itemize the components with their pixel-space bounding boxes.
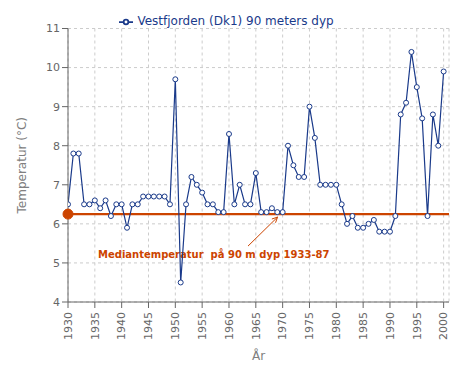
svg-text:1990: 1990: [384, 312, 397, 340]
svg-text:5: 5: [53, 257, 60, 270]
svg-text:10: 10: [46, 61, 60, 74]
svg-text:1935: 1935: [89, 312, 102, 340]
svg-text:8: 8: [53, 140, 60, 153]
svg-text:1955: 1955: [196, 312, 209, 340]
svg-text:1940: 1940: [115, 312, 128, 340]
svg-text:1960: 1960: [223, 312, 236, 340]
svg-text:1950: 1950: [169, 312, 182, 340]
svg-text:2000: 2000: [437, 312, 450, 340]
svg-text:9: 9: [53, 101, 60, 114]
svg-text:1965: 1965: [250, 312, 263, 340]
svg-text:1985: 1985: [357, 312, 370, 340]
svg-text:Temperatur (°C): Temperatur (°C): [15, 117, 29, 214]
svg-text:1980: 1980: [330, 312, 343, 340]
html-text:Vestfjorden (Dk1) 90 meters dy: Vestfjorden (Dk1) 90 meters dyp: [137, 14, 334, 28]
svg-text:1975: 1975: [303, 312, 316, 340]
svg-text:1930: 1930: [62, 312, 75, 340]
svg-text:7: 7: [53, 179, 60, 192]
svg-text:År: År: [252, 348, 265, 363]
svg-text:Mediantemperatur på 90 m dyp: Mediantemperatur på 90 m dyp 1933-87: [98, 248, 330, 260]
svg-text:6: 6: [53, 218, 60, 231]
svg-text:4: 4: [53, 296, 60, 309]
svg-text:1995: 1995: [411, 312, 424, 340]
svg-text:11: 11: [46, 22, 60, 35]
svg-text:1945: 1945: [142, 312, 155, 340]
svg-text:1970: 1970: [276, 312, 289, 340]
